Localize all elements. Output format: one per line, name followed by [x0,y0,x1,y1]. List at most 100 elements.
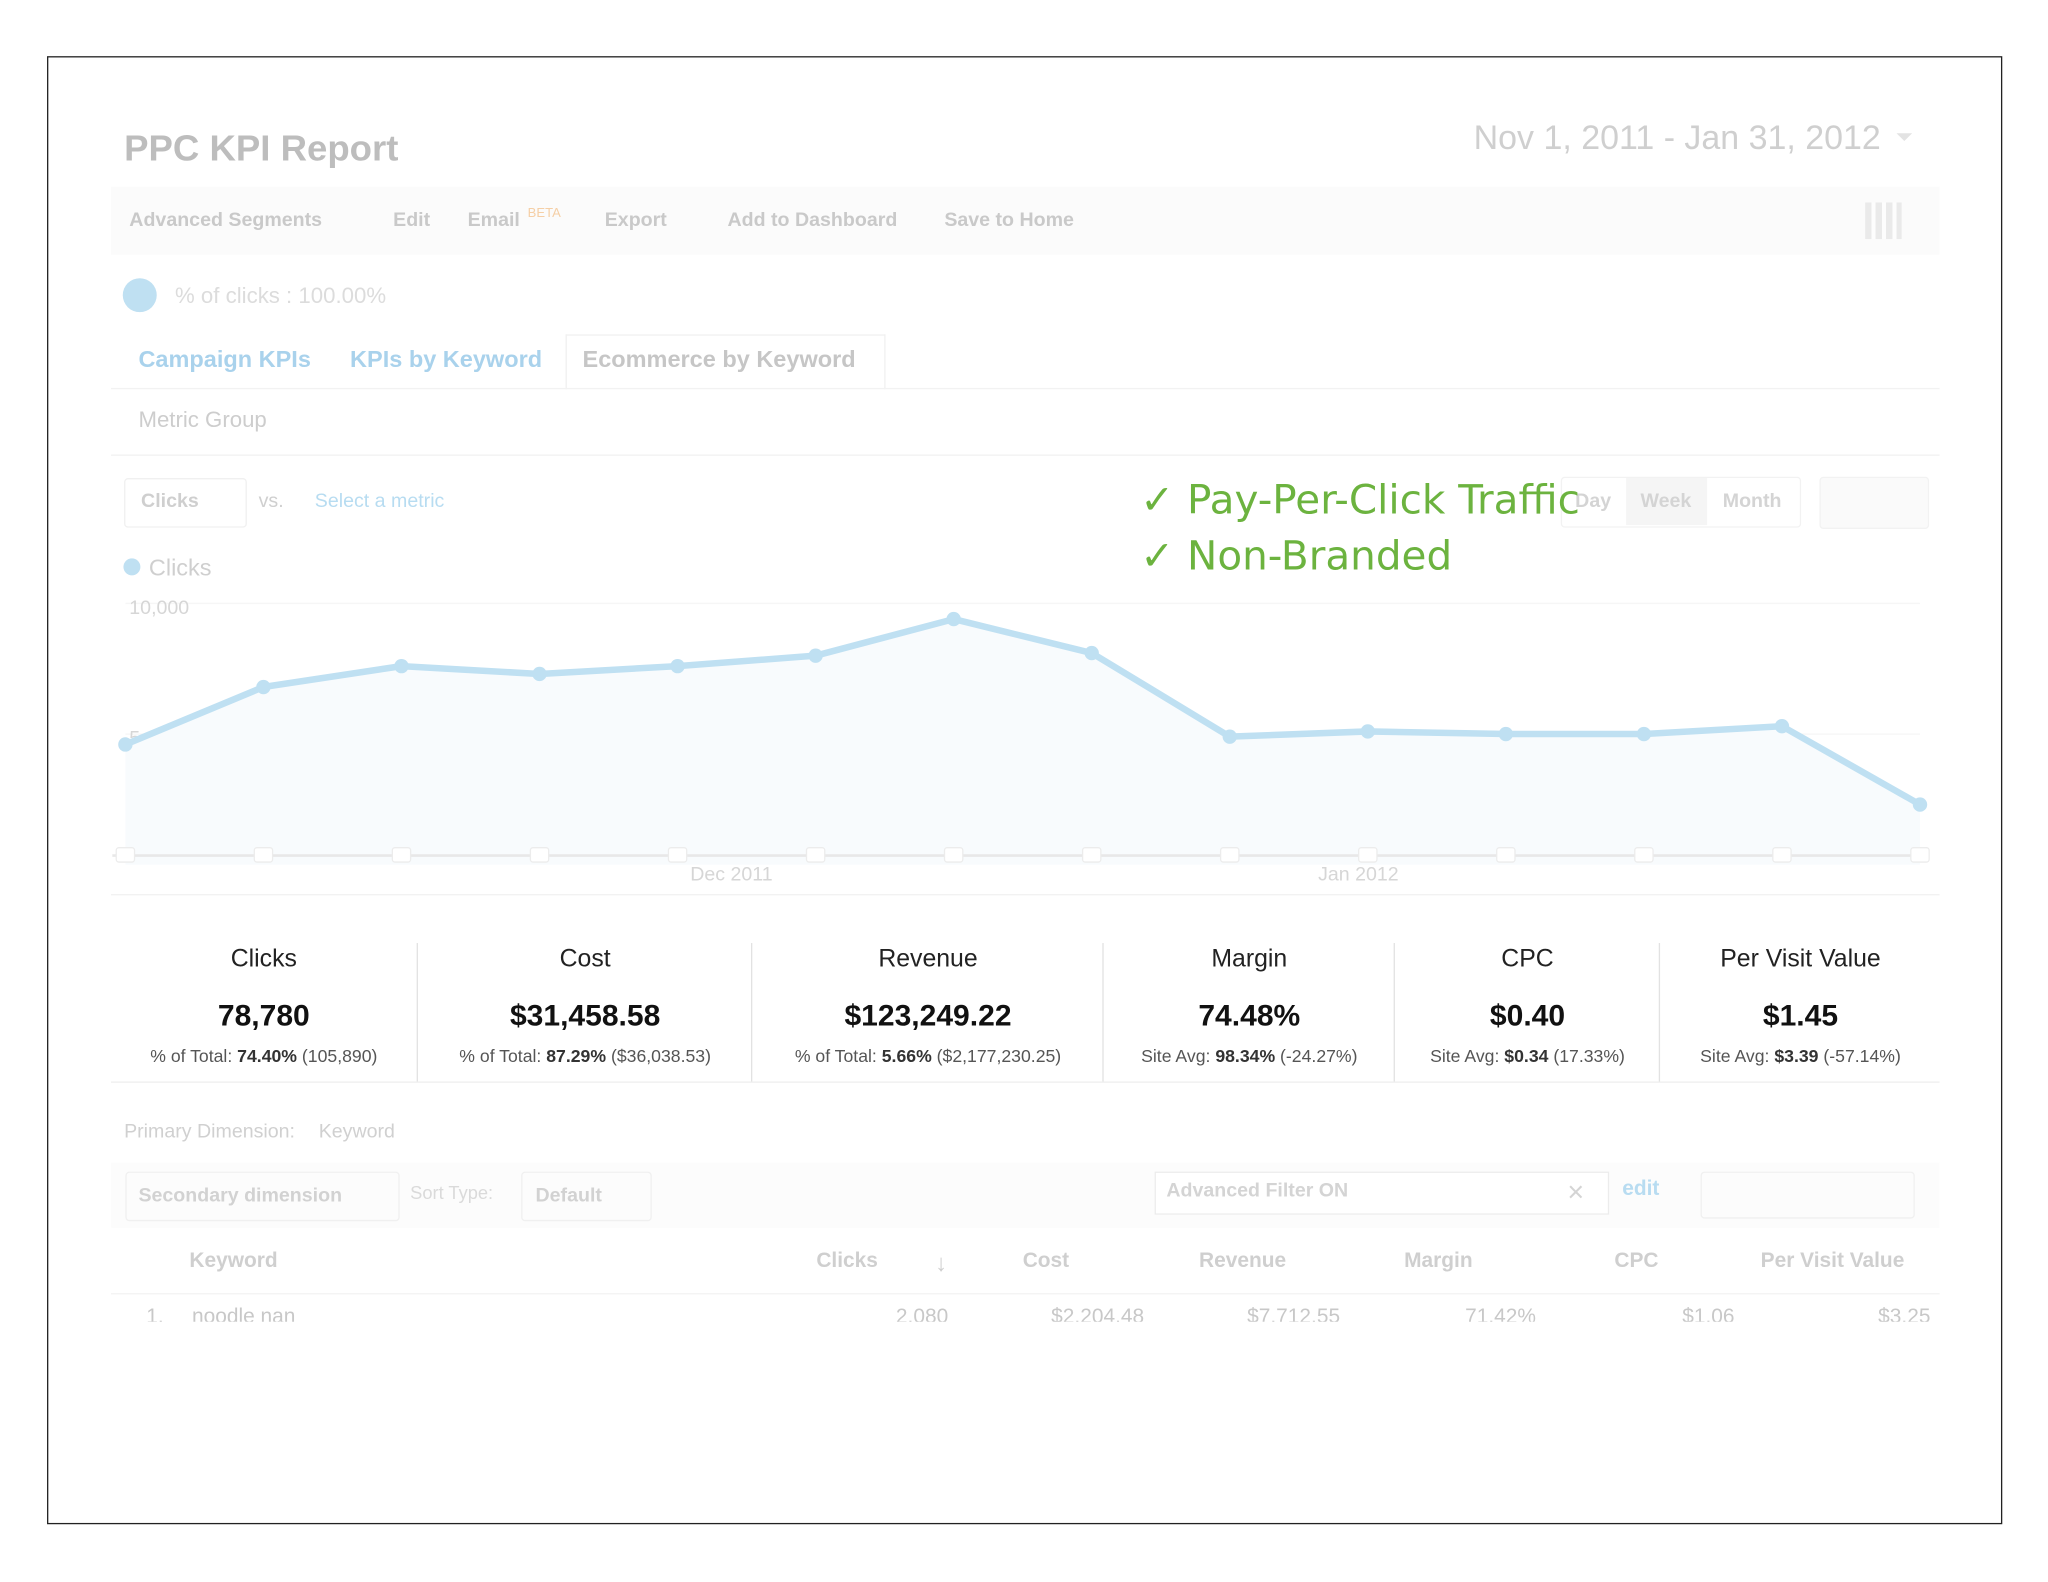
kpi-value: $0.40 [1489,997,1566,1032]
divider [111,454,1940,456]
note-value: 98.34% [1215,1046,1276,1066]
tab[interactable]: KPIs by Keyword [350,346,543,373]
annotation-marker [805,847,826,863]
tab[interactable]: Campaign KPIs [138,346,311,373]
point [1360,724,1375,739]
edit[interactable]: Edit [393,208,431,232]
column-header: CPC [1614,1249,1659,1273]
point [394,658,409,674]
note-suffix: (-24.27%) [1280,1046,1358,1066]
filter-box[interactable] [1154,1171,1610,1215]
kpi-value: $123,249.22 [844,997,1012,1032]
x-tick-label: Jan 2012 [1318,863,1399,885]
active-tab [565,334,886,390]
note-prefix: Site Avg: [1430,1046,1500,1066]
y-tick-label: 10,000 [129,597,189,619]
note-value: $3.39 [1774,1046,1819,1066]
kpi-note: % of Total: 87.29% ($36,038.53) [418,1046,752,1066]
clear-filter[interactable]: × [1567,1175,1585,1209]
kpi: Clicks 78,780 % of Total: 74.40% (105,890) [111,943,417,1081]
secondary-dropdown[interactable] [125,1171,400,1222]
annotation-marker [1772,847,1792,863]
cell: 1. [146,1306,164,1322]
row-clip: 1. noodle nan 2,080 $2,204.48 $7,712.55 71.42… [111,1300,1940,1322]
divider [111,1081,1940,1083]
point [1498,726,1514,742]
kpi-value: $31,458.58 [509,997,661,1032]
chart-type-buttons[interactable] [1819,476,1930,529]
point [1222,729,1237,744]
annotation: ✓ Pay-Per-Click Traffic [1140,476,1580,524]
view-buttons[interactable] [1700,1171,1915,1219]
date-range[interactable]: Nov 1, 2011 - Jan 31, 2012 [1473,117,1881,157]
vs: vs. [258,489,284,512]
note-prefix: % of Total: [150,1046,233,1066]
kpi: CPC $0.40 Site Avg: $0.34 (17.33%) [1393,943,1660,1082]
note-suffix: (17.33%) [1553,1046,1625,1066]
export[interactable]: Export [604,208,667,232]
kpi-value: $1.45 [1762,997,1839,1032]
point [118,737,133,752]
cell: $1.06 [1682,1306,1735,1322]
kpi-label: CPC [1501,945,1554,974]
annotation-marker [943,847,964,863]
kpi: Per Visit Value $1.45 Site Avg: $3.39 (-57… [1658,943,1941,1082]
kpi-note: % of Total: 74.40% (105,890) [111,1046,417,1066]
sort-dropdown[interactable] [521,1171,652,1222]
kpi-note: Site Avg: $3.39 (-57.14%) [1660,1046,1941,1066]
metric-dropdown[interactable] [124,478,247,528]
grid-icon[interactable] [1865,202,1902,240]
frame [47,56,2003,1525]
kpi-value: 74.48% [1198,997,1301,1032]
sort-label: Sort Type: [410,1182,494,1203]
annotation-marker [529,847,550,863]
select-metric[interactable]: Select a metric [314,489,445,512]
kpi-label: Per Visit Value [1720,945,1881,974]
annotation-marker [253,847,274,863]
point [1774,719,1790,734]
add-to-dashboard[interactable]: Add to Dashboard [727,208,898,232]
filter-text: Advanced Filter ON [1166,1179,1349,1202]
granularity-button[interactable]: Day [1575,489,1612,512]
annotation-marker [1910,847,1930,863]
primary-dimension: Keyword [318,1120,395,1143]
annotation-marker [1219,847,1240,863]
note-suffix: (105,890) [301,1046,378,1066]
segment-dot [122,278,157,313]
column-header: Keyword [189,1249,278,1273]
point [670,658,685,674]
line [124,615,1922,808]
point [1084,645,1099,661]
edit-filter[interactable]: edit [1622,1178,1660,1201]
kpi-label: Clicks [230,945,297,974]
active-granularity [1626,478,1708,526]
cell: $7,712.55 [1247,1306,1341,1322]
kpi: Revenue $123,249.22 % of Total: 5.66% ($2,… [751,943,1104,1082]
note-value: $0.34 [1504,1046,1549,1066]
x-tick-label: Dec 2011 [690,863,772,885]
annotation-marker [1496,847,1516,863]
email[interactable]: Email [467,208,520,232]
metric-group: Metric Group [138,407,267,433]
save-to-home[interactable]: Save to Home [944,208,1074,232]
annotation-marker [1358,847,1378,863]
tab[interactable]: Ecommerce by Keyword [582,346,856,373]
filter-bar [111,1162,1940,1228]
legend-dot [123,558,141,576]
note-suffix: (-57.14%) [1823,1046,1901,1066]
toolbar [111,186,1940,255]
report-title: PPC KPI Report [124,127,399,169]
annotation-marker [1081,847,1102,863]
advanced-segments[interactable]: Advanced Segments [129,208,323,232]
granularity-button[interactable]: Week [1640,489,1692,512]
kpi: Cost $31,458.58 % of Total: 87.29% ($36,03… [416,943,753,1082]
legend-label: Clicks [149,555,212,581]
kpi-note: Site Avg: 98.34% (-24.27%) [1104,1046,1395,1066]
beta-badge: BETA [527,206,561,221]
date-arrow [1896,133,1913,142]
granularity-button[interactable]: Month [1722,489,1782,512]
note-value: 5.66% [881,1046,932,1066]
point [532,666,547,682]
